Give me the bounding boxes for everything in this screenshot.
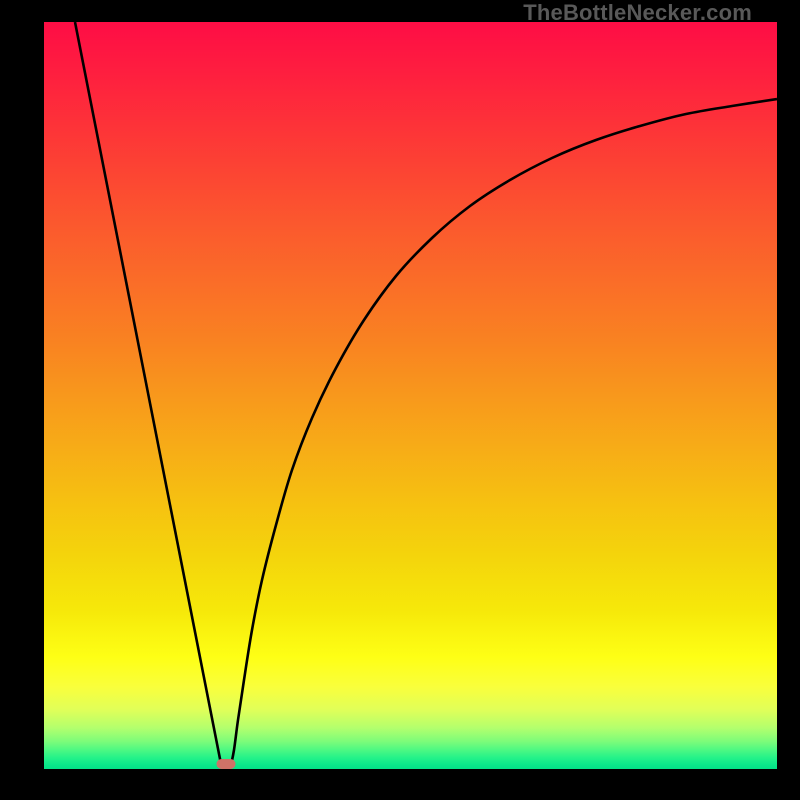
plot-area [44,22,777,769]
bottleneck-curve [44,22,777,769]
chart-container: TheBottleNecker.com [0,0,800,800]
curve-left-segment [75,22,221,764]
watermark-text: TheBottleNecker.com [523,0,752,26]
curve-right-segment [231,99,777,765]
optimal-marker [217,759,236,769]
